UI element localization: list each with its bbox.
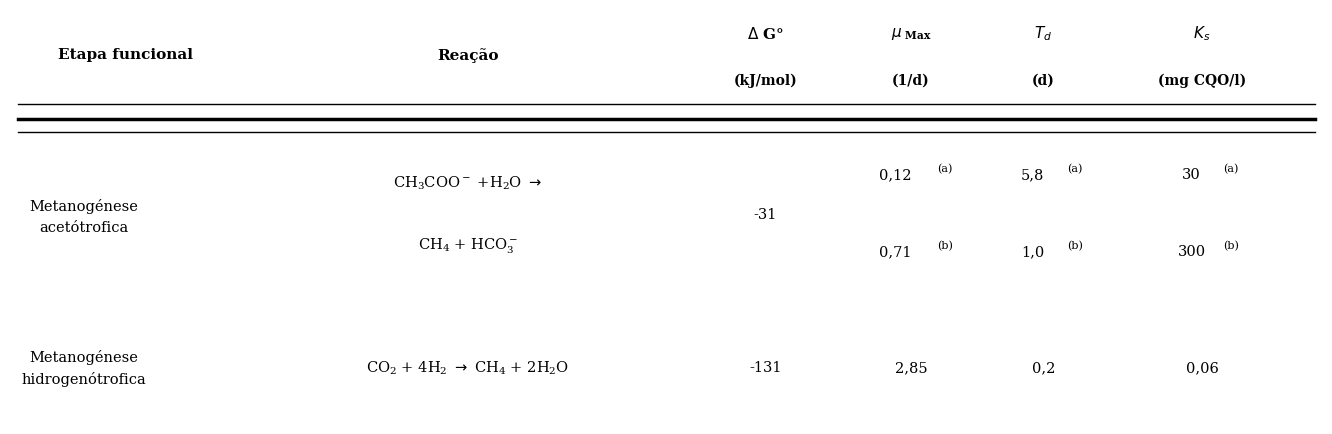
Text: 0,06: 0,06: [1185, 361, 1219, 375]
Text: $T_{d}$: $T_{d}$: [1034, 25, 1052, 43]
Text: 1,0: 1,0: [1022, 245, 1044, 259]
Text: $\mathregular{CH_4}$ + $\mathregular{HCO_3^-}$: $\mathregular{CH_4}$ + $\mathregular{HCO…: [418, 237, 518, 256]
Text: $K_{s}$: $K_{s}$: [1193, 25, 1211, 43]
Text: 2,85: 2,85: [895, 361, 927, 375]
Text: Metanogénese
hidrogenótrofica: Metanogénese hidrogenótrofica: [21, 349, 147, 387]
Text: Etapa funcional: Etapa funcional: [57, 48, 193, 62]
Text: (a): (a): [1067, 164, 1083, 174]
Text: -31: -31: [754, 208, 777, 222]
Text: (1/d): (1/d): [892, 74, 930, 88]
Text: (kJ/mol): (kJ/mol): [734, 74, 798, 88]
Text: -131: -131: [749, 361, 782, 375]
Text: 0,2: 0,2: [1032, 361, 1055, 375]
Text: $\mathregular{CH_3COO^-}$ +$\mathregular{H_2O}$ $\rightarrow$: $\mathregular{CH_3COO^-}$ +$\mathregular…: [393, 175, 542, 193]
Text: (b): (b): [1223, 241, 1239, 251]
Text: (b): (b): [938, 241, 954, 251]
Text: Reação: Reação: [437, 48, 498, 62]
Text: (a): (a): [1223, 164, 1239, 174]
Text: 0,71: 0,71: [879, 245, 911, 259]
Text: 30: 30: [1183, 168, 1201, 182]
Text: (mg CQO/l): (mg CQO/l): [1158, 74, 1247, 88]
Text: (b): (b): [1067, 241, 1083, 251]
Text: (a): (a): [938, 164, 952, 174]
Text: 5,8: 5,8: [1022, 168, 1044, 182]
Text: $\mathregular{CO_2}$ + 4$\mathregular{H_2}$ $\rightarrow$ $\mathregular{CH_4}$ +: $\mathregular{CO_2}$ + 4$\mathregular{H_…: [366, 359, 569, 377]
Text: (d): (d): [1032, 74, 1055, 88]
Text: $\Delta$ G°: $\Delta$ G°: [747, 26, 785, 42]
Text: 0,12: 0,12: [879, 168, 911, 182]
Text: Metanogénese
acetótrofica: Metanogénese acetótrofica: [29, 199, 139, 235]
Text: $\mu_{\mathregular{\ Max}}$: $\mu_{\mathregular{\ Max}}$: [891, 26, 931, 42]
Text: 300: 300: [1177, 245, 1205, 259]
